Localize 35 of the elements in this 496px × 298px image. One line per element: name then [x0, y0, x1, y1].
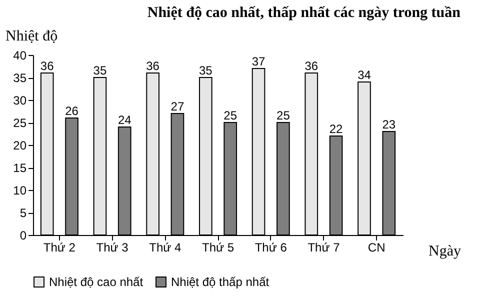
data-label: 36: [304, 59, 318, 73]
y-tick-label: 15: [13, 161, 27, 175]
x-tick-label: Thứ 7: [308, 240, 340, 254]
y-tick-label: 0: [20, 228, 27, 242]
chart-title: Nhiệt độ cao nhất, thấp nhất các ngày trong tuần: [147, 5, 462, 21]
data-label: 23: [382, 118, 396, 132]
data-label: 36: [146, 59, 160, 73]
y-tick-label: 30: [13, 94, 27, 108]
data-label: 22: [329, 122, 344, 136]
legend-label: Nhiệt độ cao nhất: [49, 275, 144, 289]
legend-label: Nhiệt độ thấp nhất: [171, 275, 270, 289]
x-tick-label: Thứ 3: [96, 240, 129, 254]
data-label: 36: [40, 59, 54, 73]
x-tick-label: Thứ 6: [254, 240, 288, 254]
y-axis-title: Nhiệt độ: [6, 28, 58, 44]
x-tick-label: Thứ 2: [43, 240, 76, 254]
data-label: 37: [252, 54, 266, 68]
y-tick-label: 10: [13, 184, 27, 198]
x-tick-label: CN: [368, 240, 386, 254]
data-label: 24: [118, 113, 132, 127]
x-axis-title: Ngày: [428, 244, 462, 260]
data-label: 25: [276, 108, 290, 122]
y-tick-label: 40: [13, 48, 27, 62]
data-label: 27: [170, 100, 184, 114]
data-label: 26: [65, 104, 79, 118]
x-tick-label: Thứ 5: [202, 240, 234, 254]
y-tick-label: 5: [20, 206, 27, 220]
y-tick-label: 35: [13, 71, 27, 85]
data-label: 35: [93, 64, 107, 78]
data-label: 35: [198, 64, 213, 78]
data-label: 25: [224, 108, 238, 122]
data-label: 34: [358, 68, 372, 82]
y-tick-label: 25: [13, 116, 27, 130]
y-tick-label: 20: [13, 138, 27, 152]
x-tick-label: Thứ 4: [149, 240, 182, 254]
